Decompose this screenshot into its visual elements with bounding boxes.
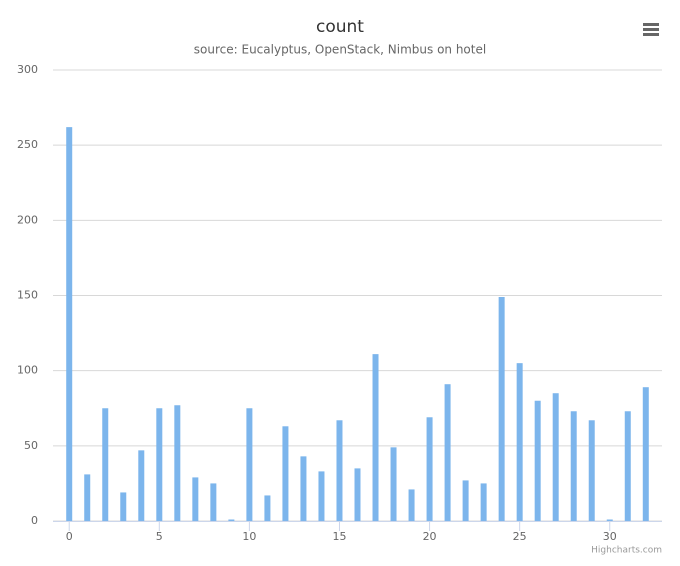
y-tick-label: 150	[17, 289, 38, 302]
bar	[138, 450, 145, 521]
credits: Highcharts.com	[591, 546, 662, 556]
bar	[336, 420, 343, 521]
chart-title: count	[316, 17, 364, 37]
bar	[246, 408, 253, 521]
y-tick-label: 200	[17, 213, 38, 226]
bar	[66, 127, 73, 522]
bar	[84, 474, 91, 521]
bar	[300, 456, 307, 521]
menu-icon[interactable]	[643, 23, 659, 36]
y-tick-label: 300	[17, 63, 38, 76]
bar	[444, 384, 451, 521]
bar	[480, 483, 487, 521]
bar	[102, 408, 109, 521]
x-tick-label: 15	[332, 530, 346, 543]
x-tick-label: 25	[513, 530, 527, 543]
y-tick-label: 100	[17, 364, 38, 377]
y-tick-label: 50	[24, 439, 38, 452]
bar	[228, 519, 235, 521]
bar	[318, 471, 325, 521]
bar	[588, 420, 595, 521]
y-tick-label: 250	[17, 138, 38, 151]
bar	[408, 489, 415, 521]
x-tick-label: 30	[603, 530, 617, 543]
bar	[516, 363, 523, 521]
bar	[570, 411, 577, 521]
bar	[192, 477, 199, 521]
bar	[210, 483, 217, 521]
x-tick-label: 20	[423, 530, 437, 543]
bar	[390, 447, 397, 521]
bar	[498, 297, 505, 521]
bar	[174, 405, 181, 521]
chart-subtitle: source: Eucalyptus, OpenStack, Nimbus on…	[194, 43, 486, 57]
y-tick-label: 0	[31, 514, 38, 527]
bar	[120, 492, 127, 521]
menu-button[interactable]	[636, 16, 666, 42]
bar	[264, 495, 271, 521]
bar	[534, 400, 541, 521]
x-tick-label: 5	[156, 530, 163, 543]
bar	[282, 426, 289, 521]
bar	[426, 417, 433, 521]
bar	[354, 468, 361, 521]
bar	[372, 354, 379, 521]
bar	[624, 411, 631, 521]
bar	[552, 393, 559, 521]
x-tick-label: 10	[242, 530, 256, 543]
bar	[606, 519, 613, 521]
bar	[462, 480, 469, 521]
x-tick-label: 0	[66, 530, 73, 543]
bar	[642, 387, 649, 521]
bar	[156, 408, 163, 521]
